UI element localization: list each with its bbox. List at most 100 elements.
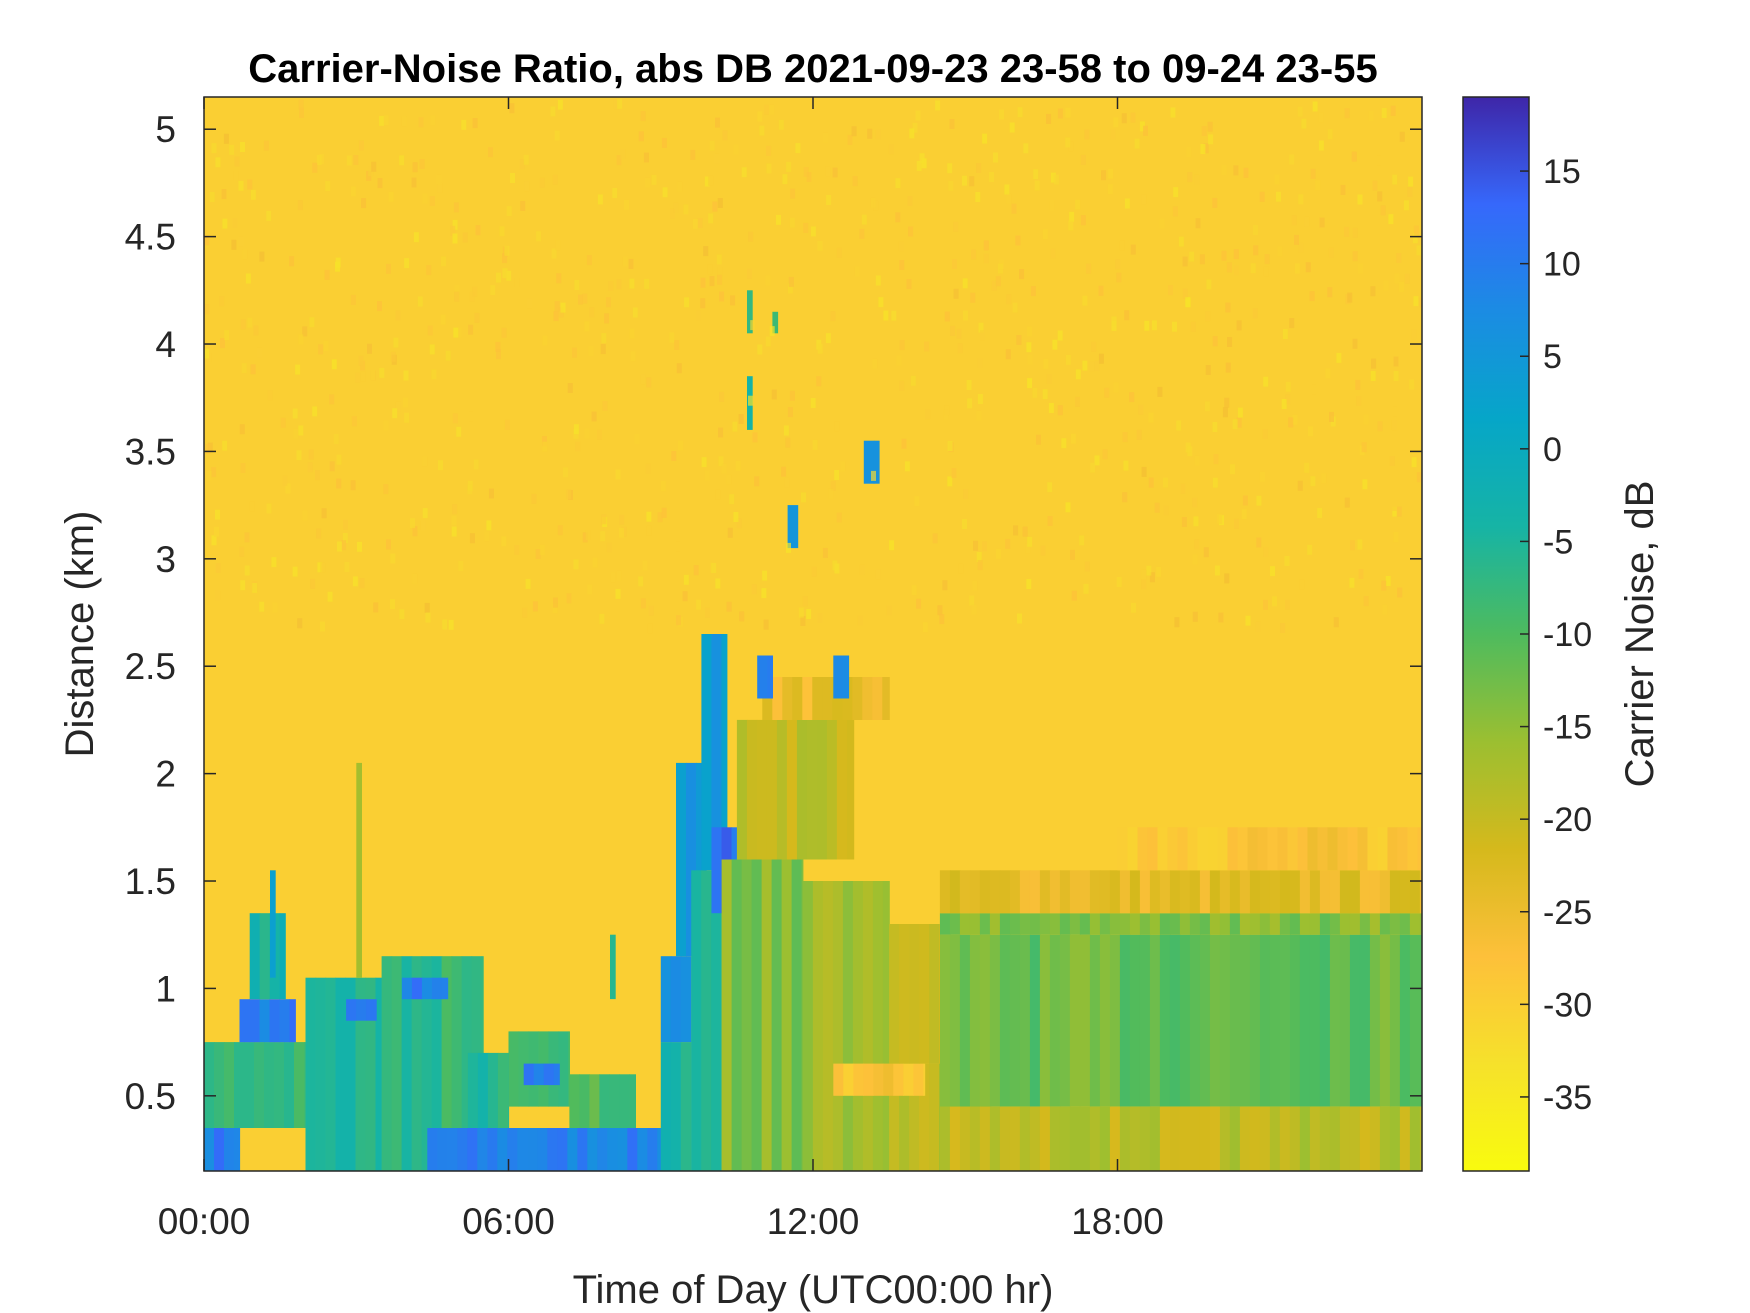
heatmap-cell [205,444,211,454]
heatmap-cell [379,115,385,126]
heatmap-cell [1219,913,1231,935]
heatmap-cell [800,616,806,626]
x-tick-label: 12:00 [767,1201,860,1242]
heatmap-cell [1147,827,1159,871]
heatmap-cell [1079,934,1091,1107]
heatmap-cell [1019,870,1031,914]
heatmap-cell [377,178,383,189]
heatmap-cell [646,525,652,536]
heatmap-cell [823,132,828,143]
heatmap-cell [1209,913,1221,935]
heatmap-cell [715,578,721,589]
heatmap-cell [1098,285,1104,296]
heatmap-cell [297,618,303,629]
heatmap-cell [901,438,907,449]
heatmap-cell [904,461,910,472]
heatmap-cell [399,609,405,620]
heatmap-cell [1299,579,1305,590]
heatmap-cell [1159,913,1171,935]
heatmap-cell [939,870,951,914]
heatmap-cell [575,441,581,452]
heatmap-cell [812,881,824,1171]
heatmap-cell [229,144,235,155]
heatmap-cell [906,279,912,289]
heatmap-cell [732,421,738,432]
heatmap-cell [1009,934,1021,1107]
heatmap-cell [1192,554,1198,565]
heatmap-cell [244,1042,255,1128]
heatmap-cell [1075,396,1080,407]
heatmap-cell [977,394,983,404]
heatmap-cell [919,924,930,1064]
heatmap-cell [1019,269,1025,280]
heatmap-cell [342,533,348,543]
heatmap-cell [1369,934,1381,1107]
heatmap-cell [566,489,572,500]
heatmap-cell [224,330,230,341]
heatmap-cell [456,426,462,437]
heatmap-cell [670,208,675,219]
heatmap-cell [351,416,357,427]
heatmap-cell [587,1128,598,1171]
heatmap-cell [1297,827,1309,871]
heatmap-cell [353,155,359,165]
heatmap-cell [999,1106,1011,1171]
heatmap-cell [412,162,418,173]
heatmap-cell [951,468,957,478]
heatmap-cell [215,509,220,520]
heatmap-cell [355,977,367,1171]
heatmap-cell [584,321,590,332]
heatmap-cell [451,515,457,526]
heatmap-cell [1129,934,1141,1107]
heatmap-cell [223,133,229,144]
heatmap-cell [1187,172,1193,183]
heatmap-cell [1239,1106,1251,1171]
heatmap-cell [834,470,840,480]
heatmap-cell [345,977,357,1171]
heatmap-cell [617,1128,628,1171]
heatmap-cell [840,461,846,472]
heatmap-cell [790,188,796,199]
heatmap-cell [957,343,963,354]
heatmap-cell [1059,870,1071,914]
heatmap-cell [903,1063,914,1096]
heatmap-cell [662,187,668,198]
heatmap-cell [1239,870,1251,914]
heatmap-cell [1119,240,1125,251]
heatmap-cell [643,152,649,163]
heatmap-cell [1217,827,1229,871]
heatmap-cell [588,346,594,356]
heatmap-cell [421,977,433,1000]
heatmap-cell [1407,187,1413,197]
heatmap-cell [757,111,763,122]
heatmap-cell [765,275,771,286]
heatmap-cell [701,870,712,1171]
heatmap-cell [1099,934,1111,1107]
heatmap-cell [386,263,391,274]
heatmap-cell [1347,292,1353,303]
heatmap-cell [825,333,831,344]
heatmap-cell [1413,225,1419,236]
heatmap-cell [487,1052,499,1171]
heatmap-cell [959,934,971,1107]
heatmap-cell [1149,934,1161,1107]
heatmap-cell [298,334,304,345]
heatmap-cell [646,377,652,388]
heatmap-cell [1317,508,1323,518]
heatmap-cell [612,188,618,198]
heatmap-cell [748,395,753,406]
heatmap-cell [787,505,799,549]
heatmap-cell [453,327,459,338]
heatmap-cell [834,563,840,574]
heatmap-cell [645,177,650,188]
heatmap-cell [691,870,702,1171]
heatmap-cell [304,1042,307,1128]
heatmap-cell [717,267,723,277]
heatmap-cell [584,428,590,439]
heatmap-cell [853,1063,864,1096]
heatmap-cell [717,274,723,285]
heatmap-cell [520,200,526,211]
heatmap-cell [1419,913,1422,935]
heatmap-cell [963,489,969,499]
heatmap-cell [1069,211,1075,222]
